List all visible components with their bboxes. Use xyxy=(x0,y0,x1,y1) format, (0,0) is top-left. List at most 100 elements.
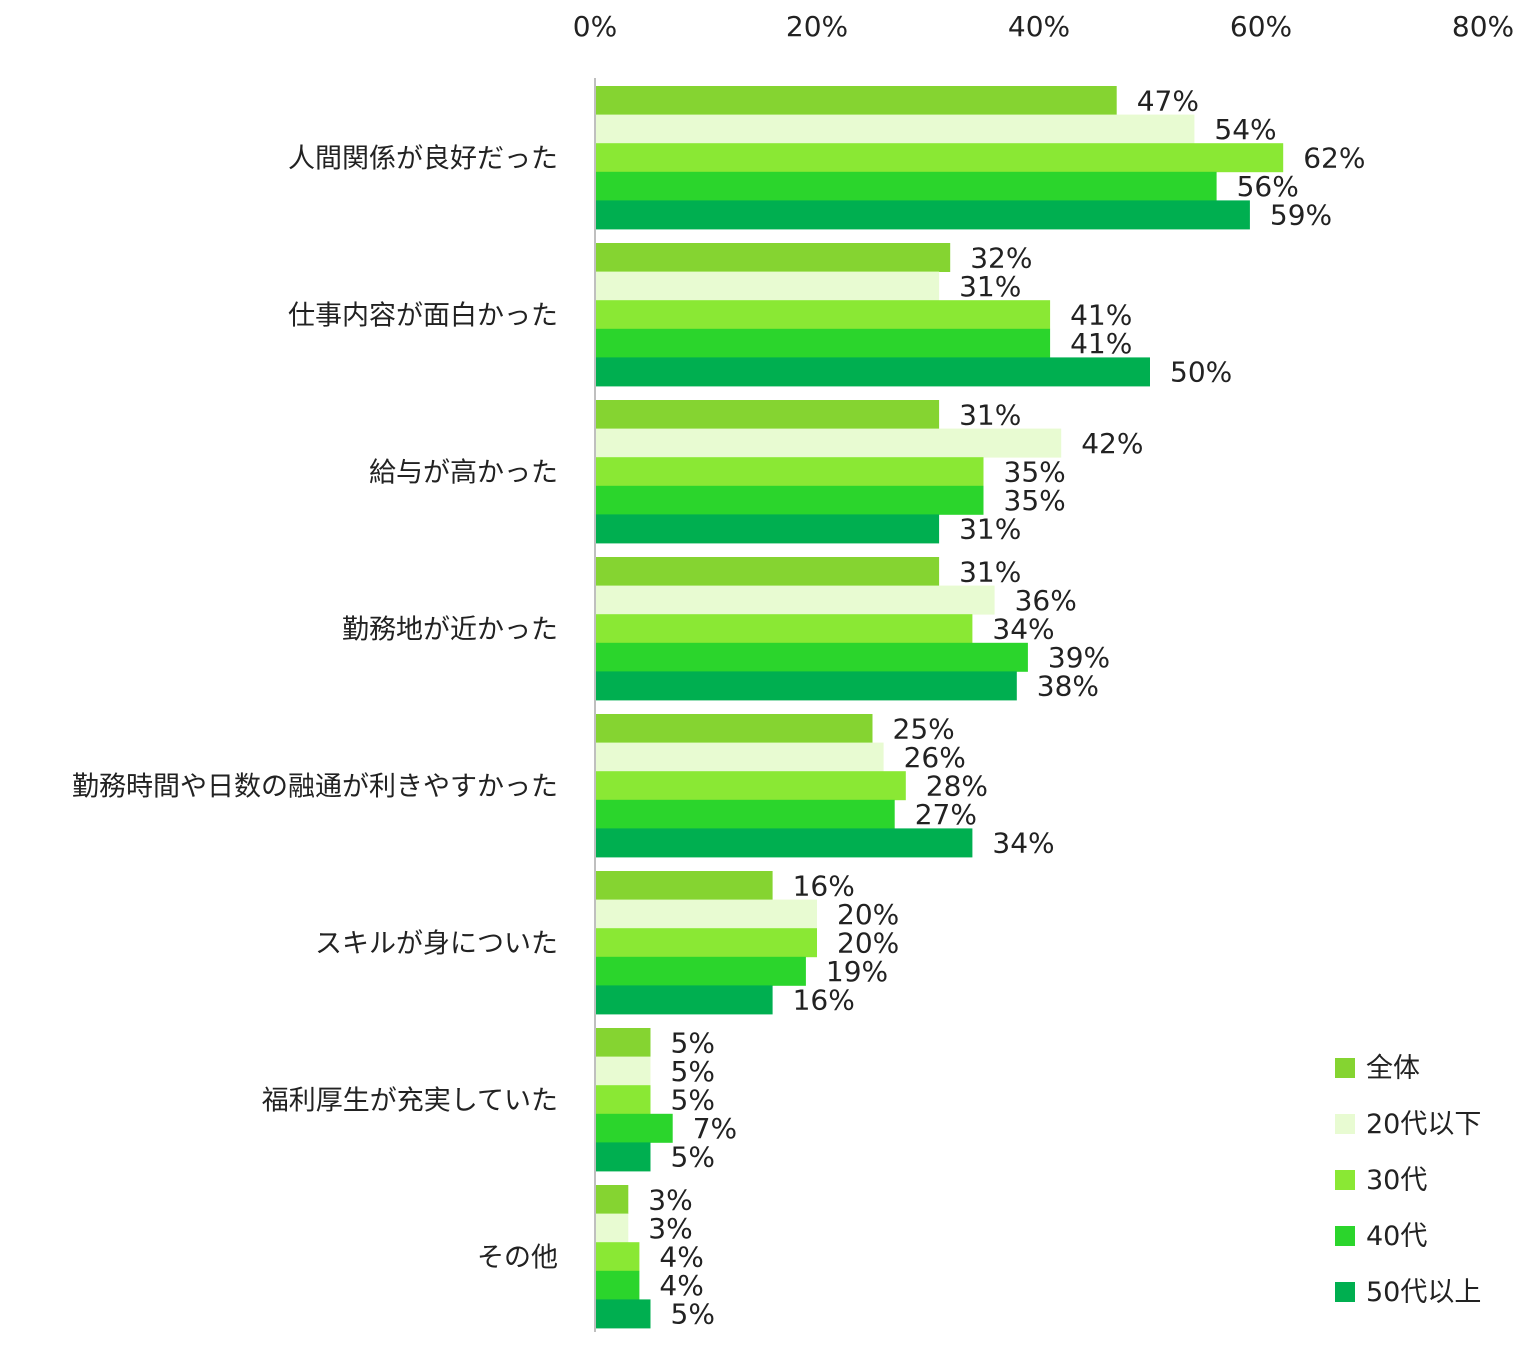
legend-label: 20代以下 xyxy=(1366,1109,1481,1140)
bar xyxy=(595,400,940,429)
bar xyxy=(595,557,940,586)
bar xyxy=(595,200,1250,230)
bar xyxy=(595,871,773,900)
data-label: 5% xyxy=(671,1084,715,1117)
category-labels: 人間関係が良好だった仕事内容が面白かった給与が高かった勤務地が近かった勤務時間や… xyxy=(72,144,558,1274)
category-label: 給与が高かった xyxy=(369,458,558,489)
x-tick-label: 20% xyxy=(786,10,848,43)
category-label: 福利厚生が充実していた xyxy=(262,1086,558,1117)
bar xyxy=(595,485,984,515)
bar xyxy=(595,86,1117,115)
data-label: 7% xyxy=(693,1112,737,1145)
data-label: 5% xyxy=(671,1055,715,1088)
category-label: その他 xyxy=(477,1243,558,1274)
x-tick-label: 0% xyxy=(573,10,617,43)
bar xyxy=(595,457,984,487)
data-label: 28% xyxy=(926,770,988,803)
data-label: 4% xyxy=(659,1241,703,1274)
data-label: 5% xyxy=(671,1298,715,1331)
bar xyxy=(595,171,1217,201)
bars xyxy=(595,86,1284,1329)
legend-swatch xyxy=(1335,1114,1355,1134)
data-label: 25% xyxy=(893,712,955,745)
bar xyxy=(595,799,895,829)
bar xyxy=(595,899,817,929)
data-label: 5% xyxy=(671,1141,715,1174)
legend-label: 40代 xyxy=(1366,1221,1427,1252)
data-label: 26% xyxy=(904,741,966,774)
data-label: 31% xyxy=(959,513,1021,546)
bar xyxy=(595,642,1028,672)
category-label: 勤務時間や日数の融通が利きやすかった xyxy=(72,772,558,803)
bar xyxy=(595,328,1051,358)
data-label: 31% xyxy=(959,398,1021,431)
bar xyxy=(595,1242,640,1272)
bar xyxy=(595,742,884,772)
bar xyxy=(595,1213,629,1243)
bar xyxy=(595,1185,629,1214)
data-label: 31% xyxy=(959,270,1021,303)
x-tick-label: 60% xyxy=(1230,10,1292,43)
bar xyxy=(595,771,906,801)
legend-swatch xyxy=(1335,1282,1355,1302)
data-label: 4% xyxy=(659,1269,703,1302)
bar xyxy=(595,300,1051,330)
x-tick-label: 80% xyxy=(1452,10,1514,43)
bar xyxy=(595,828,973,858)
bar xyxy=(595,1028,651,1057)
bar xyxy=(595,671,1017,701)
data-label: 5% xyxy=(671,1026,715,1059)
bar xyxy=(595,1270,640,1300)
data-label: 41% xyxy=(1070,327,1132,360)
bar xyxy=(595,271,940,301)
bar xyxy=(595,143,1284,173)
bar xyxy=(595,956,806,986)
category-label: スキルが身についた xyxy=(315,929,558,960)
data-label: 41% xyxy=(1070,299,1132,332)
data-label: 34% xyxy=(992,613,1054,646)
data-label: 34% xyxy=(992,827,1054,860)
data-label: 3% xyxy=(648,1183,692,1216)
data-label: 39% xyxy=(1048,641,1110,674)
data-label: 56% xyxy=(1237,170,1299,203)
x-axis-ticks: 0% 20% 40% 60% 80% xyxy=(573,10,1514,43)
legend-label: 50代以上 xyxy=(1366,1277,1481,1308)
data-label: 54% xyxy=(1214,113,1276,146)
bar xyxy=(595,614,973,644)
data-label: 42% xyxy=(1081,427,1143,460)
bar xyxy=(595,243,951,272)
x-tick-label: 40% xyxy=(1008,10,1070,43)
data-label: 16% xyxy=(793,869,855,902)
data-label: 50% xyxy=(1170,356,1232,389)
category-label: 勤務地が近かった xyxy=(342,615,558,646)
bar xyxy=(595,585,995,615)
legend-label: 30代 xyxy=(1366,1165,1427,1196)
legend-label: 全体 xyxy=(1366,1053,1420,1084)
data-label: 20% xyxy=(837,898,899,931)
data-label: 32% xyxy=(970,241,1032,274)
data-label: 35% xyxy=(1004,456,1066,489)
data-label: 31% xyxy=(959,555,1021,588)
data-label: 19% xyxy=(826,955,888,988)
bar xyxy=(595,1056,651,1086)
data-label: 20% xyxy=(837,927,899,960)
data-label: 59% xyxy=(1270,199,1332,232)
category-label: 人間関係が良好だった xyxy=(288,144,558,175)
bar xyxy=(595,928,817,958)
bar xyxy=(595,714,873,743)
bar xyxy=(595,985,773,1015)
data-label: 16% xyxy=(793,984,855,1017)
bar xyxy=(595,1113,673,1143)
legend: 全体 20代以下 30代 40代 50代以上 xyxy=(1335,1053,1481,1308)
data-label: 35% xyxy=(1004,484,1066,517)
data-label: 38% xyxy=(1037,670,1099,703)
data-label: 47% xyxy=(1137,84,1199,117)
data-label: 36% xyxy=(1015,584,1077,617)
bar xyxy=(595,1085,651,1115)
category-label: 仕事内容が面白かった xyxy=(288,301,558,332)
bar xyxy=(595,1299,651,1329)
data-label: 27% xyxy=(915,798,977,831)
bar xyxy=(595,1142,651,1172)
legend-swatch xyxy=(1335,1058,1355,1078)
